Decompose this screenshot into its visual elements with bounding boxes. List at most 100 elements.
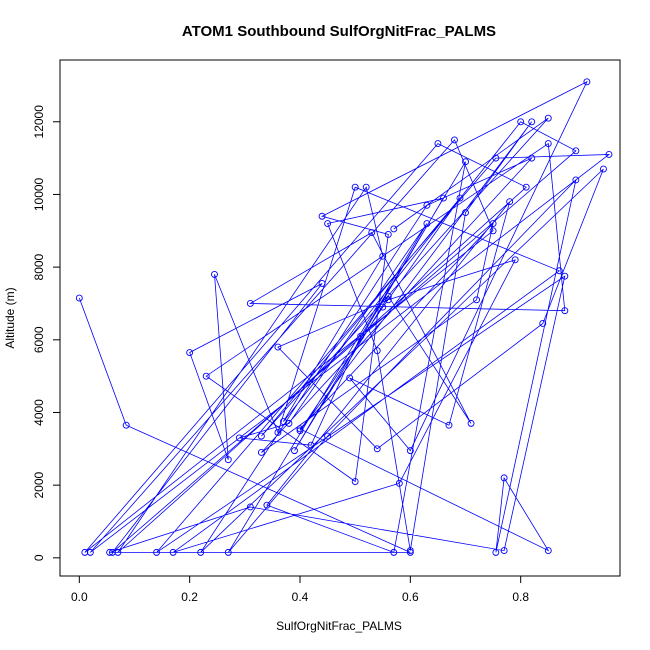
data-point bbox=[489, 220, 497, 227]
data-point bbox=[492, 154, 500, 162]
data-point bbox=[81, 548, 89, 556]
data-point bbox=[500, 547, 508, 555]
data-point bbox=[169, 548, 177, 556]
data-point bbox=[572, 147, 580, 155]
data-point bbox=[561, 307, 569, 315]
data-point bbox=[467, 419, 475, 427]
data-point bbox=[211, 270, 218, 278]
data-point bbox=[351, 183, 359, 191]
data-point bbox=[114, 548, 122, 556]
data-point bbox=[492, 548, 500, 556]
data-point bbox=[108, 548, 116, 556]
y-tick-label: 2000 bbox=[32, 471, 46, 498]
data-point bbox=[489, 227, 497, 235]
x-tick-label: 0.6 bbox=[402, 590, 419, 604]
data-point bbox=[506, 198, 514, 206]
data-point bbox=[544, 114, 552, 122]
data-point bbox=[202, 372, 210, 380]
data-point bbox=[539, 320, 547, 327]
data-point bbox=[544, 140, 552, 148]
data-point bbox=[517, 118, 525, 126]
y-tick-label: 10000 bbox=[32, 177, 46, 211]
y-tick-label: 12000 bbox=[32, 105, 46, 139]
y-tick-label: 0 bbox=[32, 554, 46, 561]
x-tick-label: 0.2 bbox=[181, 590, 198, 604]
data-point bbox=[406, 447, 414, 455]
data-point bbox=[384, 230, 392, 238]
data-point bbox=[434, 140, 442, 148]
data-point bbox=[246, 300, 254, 307]
data-point bbox=[291, 447, 298, 455]
x-tick-label: 0.4 bbox=[292, 590, 309, 604]
data-point bbox=[324, 220, 332, 227]
data-point bbox=[451, 136, 458, 144]
data-point bbox=[395, 479, 403, 487]
y-axis-label: Altitude (m) bbox=[3, 287, 17, 348]
data-point bbox=[318, 212, 326, 220]
data-point bbox=[296, 425, 304, 433]
data-point bbox=[235, 434, 243, 442]
data-point bbox=[186, 349, 194, 356]
data-point bbox=[362, 183, 370, 191]
y-tick-label: 4000 bbox=[32, 399, 46, 426]
data-point bbox=[246, 503, 254, 511]
data-point bbox=[423, 201, 431, 209]
y-tick-label: 6000 bbox=[32, 326, 46, 353]
data-point bbox=[456, 194, 464, 202]
data-point bbox=[197, 548, 205, 556]
data-point bbox=[528, 118, 536, 126]
data-point bbox=[324, 432, 332, 440]
data-point bbox=[599, 165, 607, 173]
data-point bbox=[555, 267, 563, 275]
data-point bbox=[285, 419, 293, 427]
data-point bbox=[473, 296, 481, 304]
data-point bbox=[224, 548, 232, 556]
data-point bbox=[274, 429, 282, 436]
data-point bbox=[511, 256, 519, 264]
data-point bbox=[384, 296, 392, 304]
data-point bbox=[75, 294, 83, 302]
data-point bbox=[379, 252, 387, 260]
data-point bbox=[544, 547, 552, 555]
data-point bbox=[561, 272, 569, 280]
data-point bbox=[296, 427, 304, 435]
data-point bbox=[462, 158, 469, 166]
data-point bbox=[257, 432, 265, 440]
data-point bbox=[263, 501, 271, 509]
data-point bbox=[257, 449, 265, 456]
data-point bbox=[153, 548, 161, 556]
data-point bbox=[86, 548, 94, 556]
data-point bbox=[346, 374, 354, 382]
data-point bbox=[522, 183, 530, 191]
data-point bbox=[445, 421, 453, 429]
chart-title: ATOM1 Southbound SulfOrgNitFrac_PALMS bbox=[182, 23, 496, 40]
data-point bbox=[572, 176, 580, 184]
data-point bbox=[373, 347, 381, 355]
data-point bbox=[439, 194, 447, 202]
x-axis: 0.0 0.2 0.4 0.6 0.8 bbox=[71, 575, 529, 604]
data-point bbox=[357, 332, 365, 340]
data-point bbox=[373, 445, 381, 453]
data-point bbox=[224, 456, 232, 464]
data-point bbox=[406, 548, 414, 556]
data-point bbox=[122, 421, 130, 429]
x-axis-label: SulfOrgNitFrac_PALMS bbox=[276, 619, 402, 633]
data-point bbox=[379, 303, 387, 311]
data-point bbox=[351, 478, 359, 485]
y-axis: 0 2000 4000 6000 8000 10000 12000 bbox=[32, 105, 61, 561]
data-point bbox=[106, 548, 114, 556]
data-point bbox=[406, 547, 414, 555]
plot-frame bbox=[59, 59, 621, 577]
x-tick-label: 0.0 bbox=[71, 590, 88, 604]
data-point bbox=[384, 292, 392, 300]
data-point bbox=[368, 229, 376, 237]
series-line bbox=[78, 80, 611, 553]
data-point bbox=[528, 154, 536, 162]
data-point bbox=[500, 474, 508, 482]
data-point bbox=[583, 78, 591, 86]
data-point bbox=[307, 441, 315, 449]
data-point bbox=[318, 280, 326, 287]
data-point bbox=[390, 225, 398, 233]
data-point bbox=[462, 209, 469, 217]
x-tick-label: 0.8 bbox=[512, 590, 529, 604]
